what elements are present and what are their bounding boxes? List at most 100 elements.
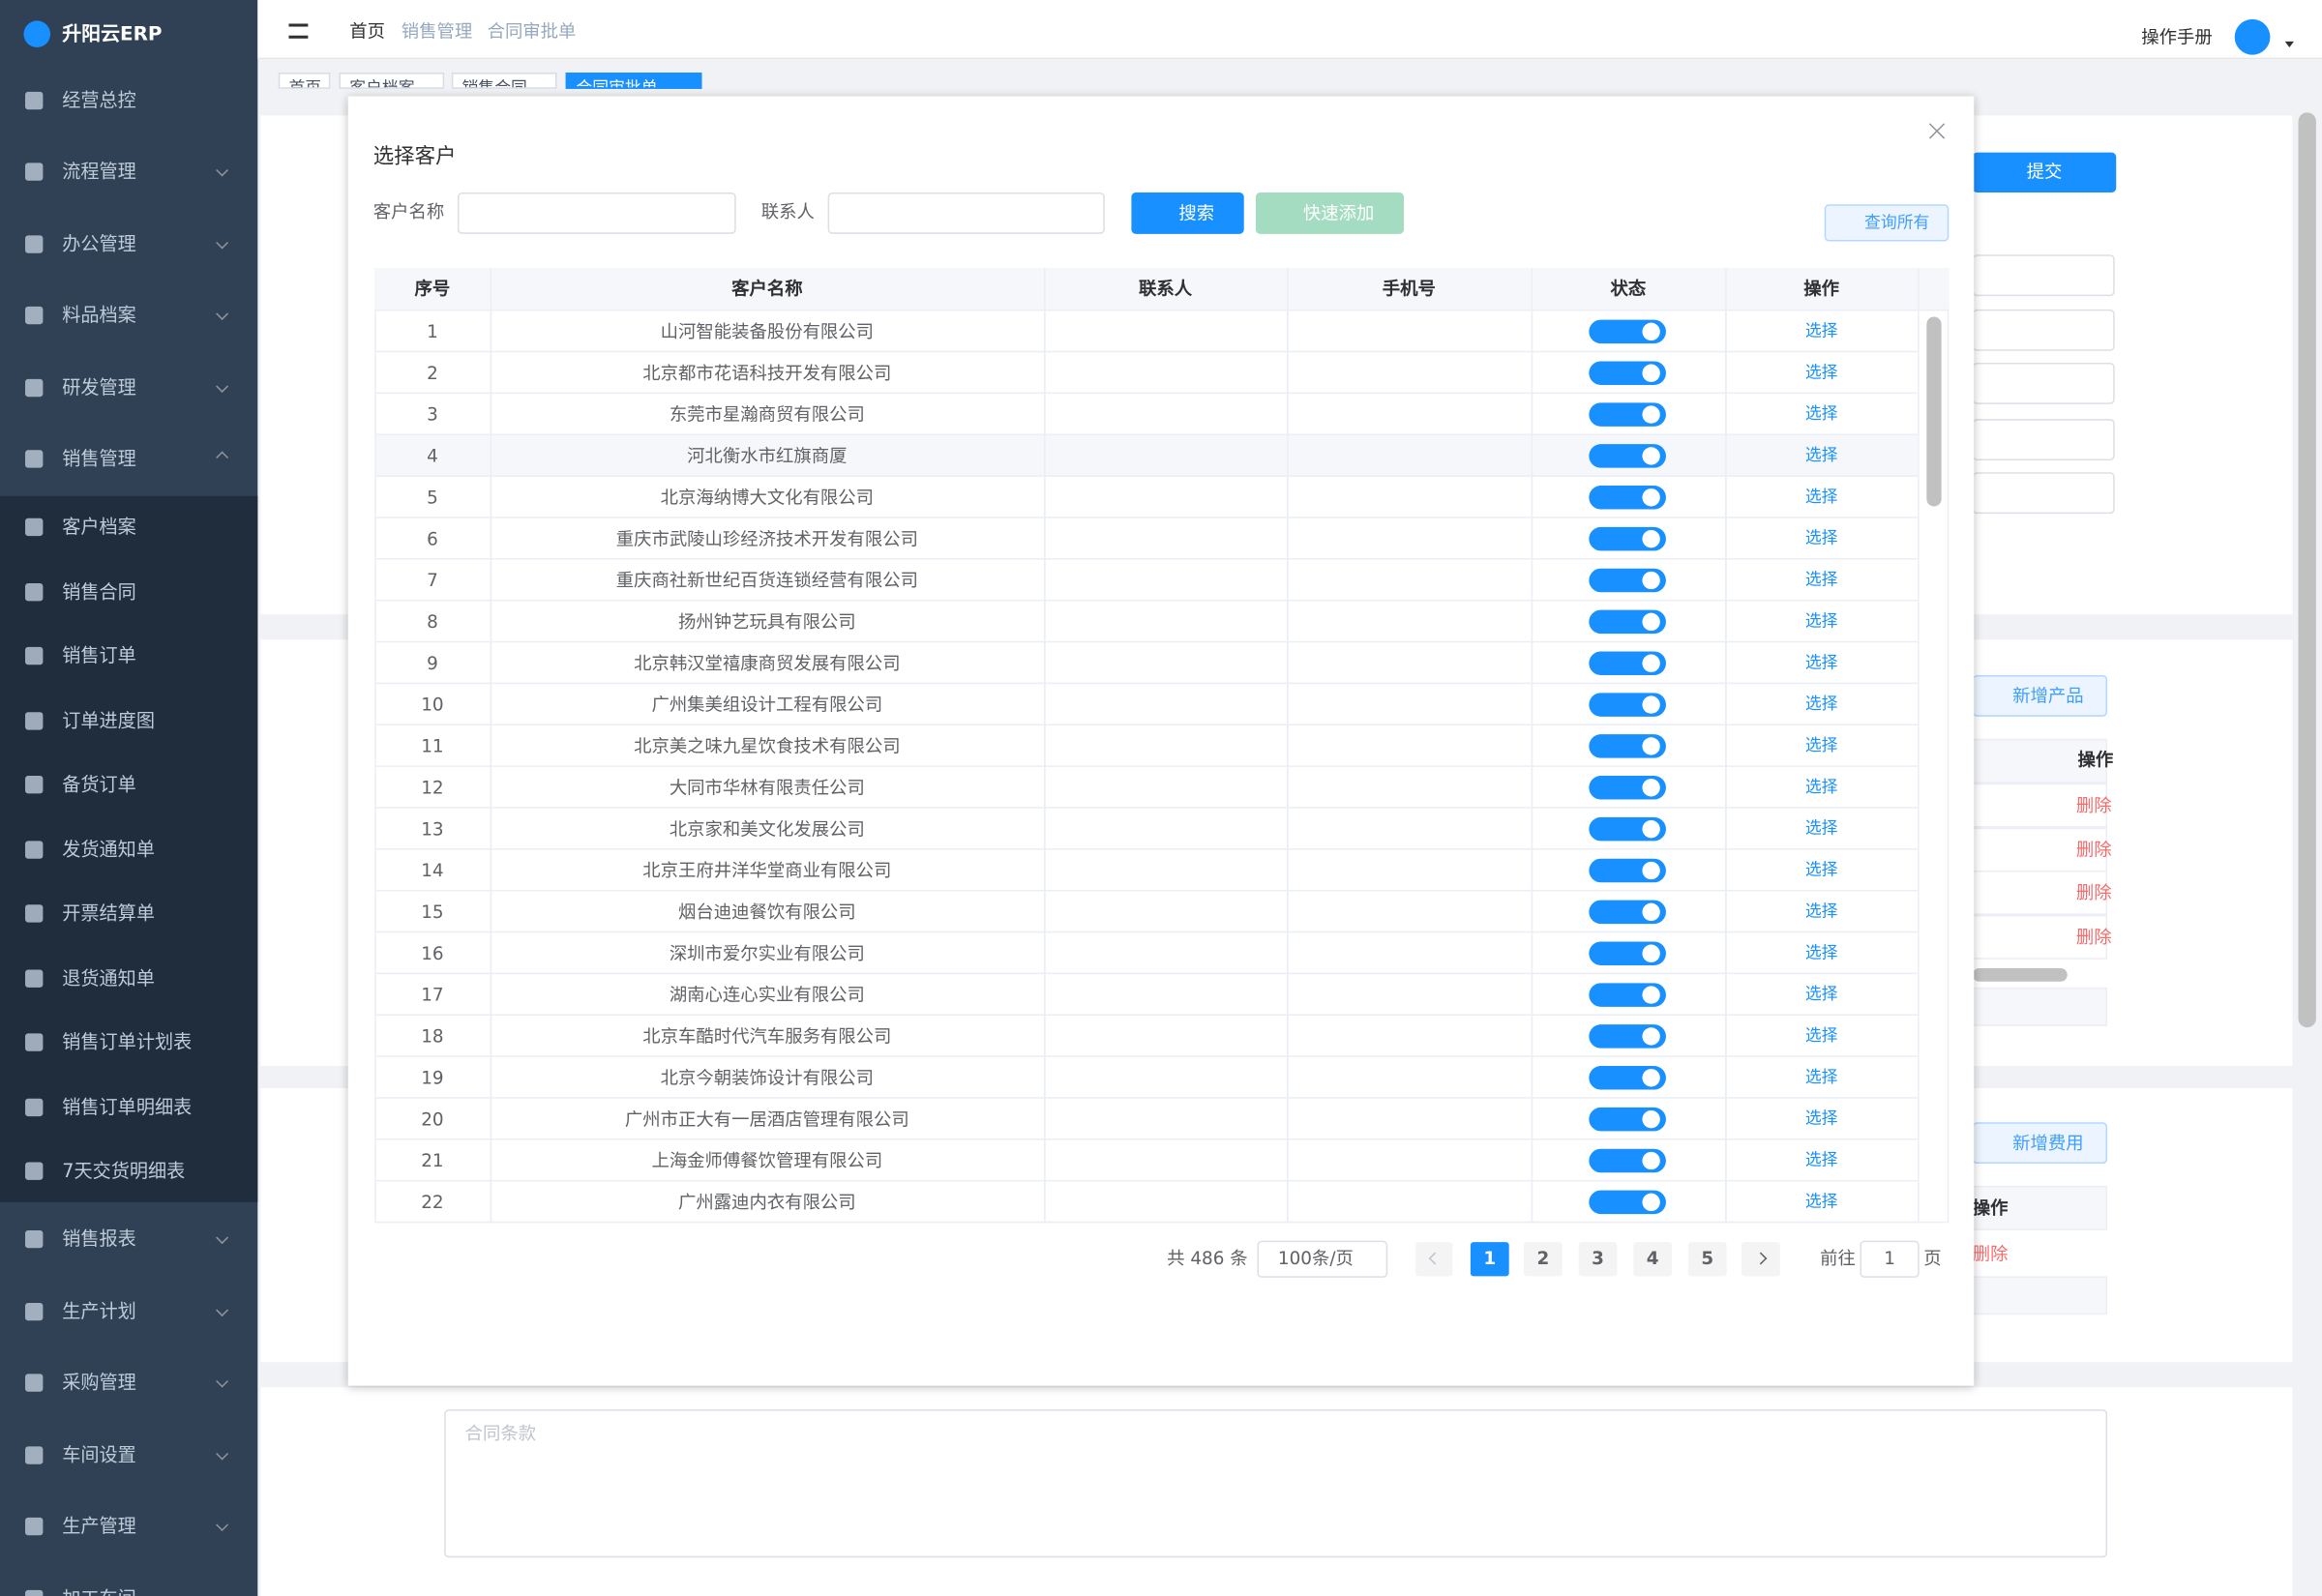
breadcrumb-item[interactable]: 合同审批单	[487, 20, 577, 42]
select-link[interactable]: 选择	[1804, 818, 1838, 839]
menu-item[interactable]: 采购管理	[62, 1371, 136, 1394]
next-button[interactable]	[1741, 1242, 1780, 1277]
select-link[interactable]: 选择	[1804, 1025, 1838, 1046]
select-link[interactable]: 选择	[1804, 1108, 1838, 1129]
select-link[interactable]: 选择	[1804, 777, 1838, 797]
submenu-item[interactable]: 发货通知单	[62, 837, 155, 860]
table-row[interactable]	[375, 932, 1919, 975]
select-link[interactable]: 选择	[1804, 362, 1838, 382]
menu-item[interactable]: 料品档案	[62, 304, 136, 327]
select-link[interactable]: 选择	[1804, 652, 1838, 672]
submenu-item[interactable]: 销售订单明细表	[62, 1094, 193, 1117]
table-row[interactable]	[375, 684, 1919, 725]
table-row[interactable]	[375, 850, 1919, 892]
terms-textarea[interactable]: 合同条款	[444, 1409, 2108, 1558]
add-fee-button[interactable]: 新增费用	[1972, 1122, 2108, 1165]
table-row[interactable]	[375, 310, 1919, 353]
submenu-item[interactable]: 销售合同	[62, 579, 136, 603]
tab[interactable]: 首页	[278, 72, 331, 89]
tab[interactable]: 合同审批单	[565, 72, 702, 89]
select-link[interactable]: 选择	[1804, 1150, 1838, 1170]
select-link[interactable]: 选择	[1804, 445, 1838, 465]
name-input[interactable]	[457, 192, 736, 234]
select-link[interactable]: 选择	[1804, 901, 1838, 922]
select-link[interactable]: 选择	[1804, 528, 1838, 548]
menu-item[interactable]: 销售报表	[62, 1227, 136, 1250]
menu-item[interactable]: 经营总控	[62, 88, 136, 111]
delete-link[interactable]: 删除	[2075, 794, 2112, 816]
menu-item[interactable]: 加工车间	[62, 1584, 654, 1596]
menu-item[interactable]: 生产计划	[62, 1299, 136, 1322]
form-input[interactable]	[1972, 362, 2115, 404]
table-row[interactable]	[375, 1057, 1919, 1099]
prev-button[interactable]	[1415, 1242, 1453, 1277]
submenu-item[interactable]: 退货通知单	[62, 965, 155, 989]
select-link[interactable]: 选择	[1804, 984, 1838, 1004]
table-row[interactable]	[375, 809, 1919, 850]
select-link[interactable]: 选择	[1804, 942, 1838, 962]
delete-link[interactable]: 删除	[2075, 927, 2112, 948]
goto-input[interactable]: 1	[1860, 1240, 1920, 1278]
table-row[interactable]	[375, 891, 1919, 933]
table-row[interactable]	[375, 767, 1919, 809]
select-link[interactable]: 选择	[1804, 321, 1838, 341]
table-row[interactable]	[375, 642, 1919, 685]
select-link[interactable]: 选择	[1804, 403, 1838, 424]
select-link[interactable]: 选择	[1804, 1067, 1838, 1087]
breadcrumb-item[interactable]: 销售管理	[401, 20, 473, 42]
page-button[interactable]: 3	[1578, 1242, 1618, 1277]
menu-item[interactable]: 车间设置	[62, 1443, 136, 1465]
contact-input[interactable]	[827, 192, 1105, 234]
submit-button[interactable]: 提交	[1972, 152, 2117, 192]
page-button[interactable]: 5	[1687, 1242, 1727, 1277]
menu-item[interactable]: 销售管理	[62, 447, 136, 470]
select-link[interactable]: 选择	[1804, 694, 1838, 714]
hamburger[interactable]	[288, 23, 309, 39]
tab[interactable]: 客户档案	[339, 72, 445, 89]
search-button[interactable]: 搜索	[1131, 192, 1244, 234]
menu-item[interactable]: 流程管理	[62, 160, 136, 183]
menu-item[interactable]: 研发管理	[62, 375, 136, 399]
select-link[interactable]: 选择	[1804, 611, 1838, 632]
form-input[interactable]	[1972, 472, 2115, 515]
submenu-item[interactable]: 销售订单计划表	[62, 1030, 193, 1053]
table-row[interactable]	[375, 974, 1919, 1016]
query-all-button[interactable]: 查询所有	[1824, 204, 1950, 242]
select-link[interactable]: 选择	[1804, 735, 1838, 755]
submenu-item[interactable]: 销售订单	[62, 643, 136, 666]
table-row[interactable]	[375, 1099, 1919, 1140]
delete-link[interactable]: 删除	[1972, 1243, 2009, 1265]
delete-link[interactable]: 删除	[2075, 882, 2112, 903]
select-link[interactable]: 选择	[1804, 1192, 1838, 1212]
table-row[interactable]	[375, 1140, 1919, 1182]
avatar[interactable]	[2234, 18, 2271, 55]
submenu-item[interactable]: 订单进度图	[62, 708, 155, 731]
submenu-item[interactable]: 开票结算单	[62, 901, 155, 925]
table-row[interactable]	[375, 560, 1919, 602]
select-link[interactable]: 选择	[1804, 570, 1838, 590]
page-button[interactable]: 1	[1470, 1242, 1509, 1277]
menu-item[interactable]: 办公管理	[62, 231, 136, 254]
menu-item[interactable]: 生产管理	[62, 1515, 136, 1538]
table-row[interactable]	[375, 352, 1919, 395]
delete-link[interactable]: 删除	[2075, 839, 2112, 861]
page-size-select[interactable]: 100条/页	[1257, 1240, 1388, 1278]
table-row[interactable]	[375, 477, 1919, 518]
form-input[interactable]	[1972, 309, 2115, 351]
page-button[interactable]: 4	[1633, 1242, 1673, 1277]
add-product-button[interactable]: 新增产品	[1972, 674, 2108, 717]
table-row[interactable]	[375, 1016, 1919, 1057]
select-link[interactable]: 选择	[1804, 860, 1838, 880]
quick-add-button[interactable]: 快速添加	[1255, 192, 1405, 234]
table-row[interactable]	[375, 518, 1919, 560]
table-row[interactable]	[375, 725, 1919, 767]
table-row[interactable]	[375, 394, 1919, 435]
form-input[interactable]	[1972, 254, 2115, 297]
form-input[interactable]	[1972, 419, 2115, 461]
select-link[interactable]: 选择	[1804, 487, 1838, 507]
manual-link[interactable]: 操作手册	[2141, 26, 2213, 47]
breadcrumb-item[interactable]: 首页	[349, 20, 385, 42]
page-button[interactable]: 2	[1523, 1242, 1563, 1277]
submenu-item[interactable]: 7天交货明细表	[62, 1159, 186, 1182]
table-row[interactable]	[375, 601, 1919, 643]
